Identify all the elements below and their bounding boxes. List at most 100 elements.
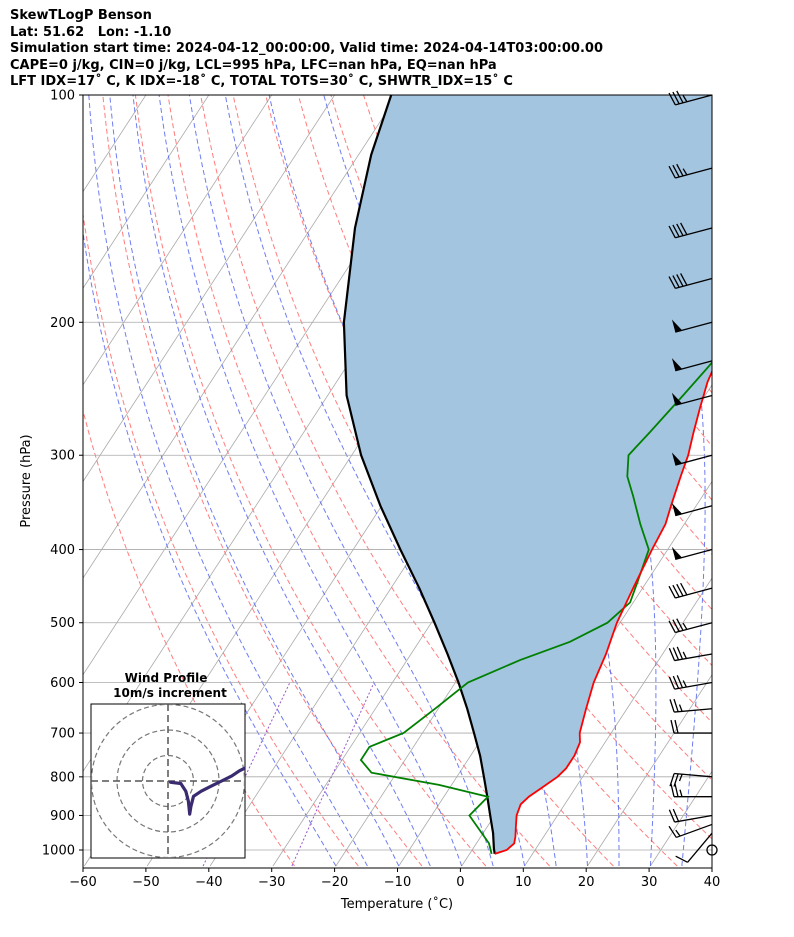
barb-full — [668, 276, 676, 289]
isotherm-line — [713, 95, 794, 866]
barb-full — [672, 619, 680, 632]
y-tick-label: 800 — [50, 770, 75, 785]
barb-full — [680, 582, 688, 596]
barb-half — [682, 651, 687, 659]
wind-barb — [668, 582, 713, 599]
barb-full — [668, 585, 676, 599]
barb-full — [668, 676, 676, 690]
barb-staff — [674, 681, 713, 690]
barb-staff — [674, 653, 713, 662]
barb-full — [676, 90, 684, 104]
profile-traces — [342, 95, 712, 855]
x-tick-label: −30 — [258, 875, 285, 890]
wind-barb — [671, 392, 713, 406]
dry-adiabat — [102, 95, 423, 867]
mixing-ratio-line — [291, 682, 375, 867]
y-tick-label: 900 — [50, 809, 75, 824]
barb-full — [674, 783, 679, 797]
moist-adiabat — [158, 95, 463, 867]
wind-barb — [668, 273, 713, 289]
index-line: LFT IDX=17˚ C, K IDX=-18˚ C, TOTAL TOTS=… — [10, 74, 513, 90]
barb-half — [682, 168, 688, 176]
barb-full — [676, 675, 684, 688]
barb-half — [682, 95, 688, 103]
barb-staff — [675, 505, 713, 517]
barb-half — [682, 622, 688, 630]
dewpoint-line — [359, 361, 712, 855]
isotherm-line — [83, 95, 335, 483]
barb-full — [676, 163, 684, 177]
barb-full — [676, 618, 684, 631]
barb-full — [676, 274, 684, 287]
y-tick-label: 500 — [50, 616, 75, 631]
barb-staff — [674, 772, 713, 778]
wind-barb — [669, 698, 713, 713]
barb-full — [672, 224, 680, 238]
barb-half — [675, 829, 681, 837]
barb-pennant — [671, 546, 683, 560]
moist-adiabat — [188, 95, 494, 867]
wind-barb — [668, 90, 713, 106]
barb-full — [674, 719, 679, 734]
cin-shading — [343, 95, 712, 854]
wind-barb — [668, 675, 713, 690]
wind-barb — [675, 832, 713, 863]
barb-pennant — [671, 392, 683, 406]
wind-barb — [671, 452, 713, 466]
wind-barb — [671, 546, 713, 561]
wind-barbs — [668, 90, 718, 863]
x-tick-label: 20 — [578, 875, 595, 890]
wind-barb — [670, 783, 712, 798]
hodograph-ring — [91, 704, 245, 858]
barb-full — [670, 783, 675, 797]
y-axis: 100 200 300 400 500 600 700 800 900 1000 — [42, 89, 83, 859]
barb-full — [668, 825, 677, 838]
x-axis-label: Temperature (˚C) — [340, 896, 453, 912]
y-tick-label: 600 — [50, 676, 75, 691]
dry-adiabat — [134, 95, 487, 867]
barb-staff — [676, 823, 713, 839]
wind-barb — [670, 719, 712, 734]
x-tick-label: −50 — [132, 875, 159, 890]
barb-full — [668, 165, 676, 179]
x-tick-label: 10 — [515, 875, 532, 890]
barb-full — [668, 809, 676, 823]
barb-full — [680, 222, 688, 235]
barb-staff — [675, 454, 713, 466]
temperature-line — [494, 369, 712, 855]
wind-barb — [668, 222, 713, 239]
barb-full — [672, 91, 680, 105]
barb-staff — [675, 227, 713, 239]
wind-barb — [668, 163, 713, 179]
barb-staff — [675, 622, 713, 634]
moist-adiabat — [88, 95, 368, 867]
barb-pennant — [671, 503, 683, 516]
barb-staff — [675, 94, 713, 106]
barb-full — [668, 648, 676, 661]
y-tick-label: 300 — [50, 449, 75, 464]
y-tick-label: 100 — [50, 89, 75, 104]
x-tick-label: −20 — [321, 875, 348, 890]
barb-half — [682, 680, 687, 688]
isotherm-line — [524, 577, 712, 867]
parcel-path — [342, 95, 496, 855]
hodograph-subtitle: 10m/s increment — [113, 686, 227, 700]
barb-half — [678, 773, 683, 782]
barb-full — [669, 699, 675, 713]
moist-adiabat — [83, 229, 337, 867]
wind-barb — [668, 618, 713, 634]
barb-full — [675, 855, 688, 863]
wind-barb — [669, 772, 713, 787]
isotherm-line — [83, 95, 84, 96]
x-tick-label: −10 — [384, 875, 411, 890]
dry-adiabat — [200, 95, 614, 867]
location-line: Lat: 51.62 Lon: -1.10 — [10, 24, 172, 40]
barb-staff — [675, 167, 713, 179]
dry-adiabat — [83, 211, 359, 867]
time-line: Simulation start time: 2024-04-12_00:00:… — [10, 41, 603, 57]
barb-full — [672, 584, 680, 598]
barb-pennant — [671, 358, 683, 371]
dry-adiabat — [167, 95, 550, 867]
hodograph-line — [169, 766, 245, 816]
cape-line: CAPE=0 j/kg, CIN=0 j/kg, LCL=995 hPa, LF… — [10, 57, 497, 73]
